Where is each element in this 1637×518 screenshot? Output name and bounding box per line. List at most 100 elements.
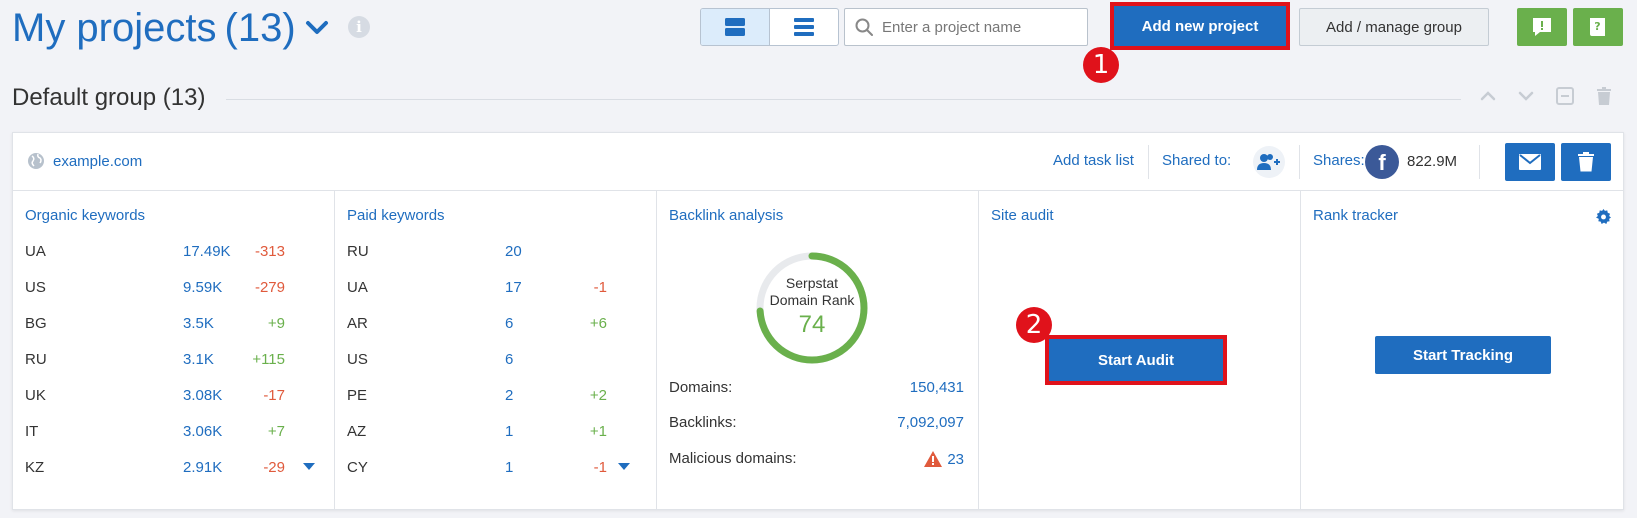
domain-rank-label-line2: Domain Rank xyxy=(769,292,855,308)
country-code: UK xyxy=(25,387,46,404)
highlight-add-new-project xyxy=(1110,2,1290,50)
project-domain-link[interactable]: example.com xyxy=(27,152,142,170)
project-search xyxy=(844,8,1088,46)
site-audit-title[interactable]: Site audit xyxy=(991,207,1054,224)
domain-rank-ring xyxy=(756,252,868,364)
start-tracking-button[interactable]: Start Tracking xyxy=(1375,336,1551,374)
rank-tracker-title[interactable]: Rank tracker xyxy=(1313,207,1399,224)
collapse-icon[interactable] xyxy=(1555,86,1575,106)
site-audit-module: Site audit Start Audit 2 xyxy=(979,191,1301,510)
list-view-icon xyxy=(794,18,814,36)
globe-icon xyxy=(28,153,44,169)
step-marker-2: 2 xyxy=(1016,307,1052,343)
keyword-row: AZ 1 +1 xyxy=(347,423,627,443)
country-code: RU xyxy=(347,243,369,260)
keyword-count[interactable]: 6 xyxy=(505,315,514,332)
feedback-button[interactable] xyxy=(1517,8,1567,46)
trash-icon[interactable] xyxy=(1594,86,1614,106)
domain-rank-value: 74 xyxy=(798,311,826,338)
country-code: KZ xyxy=(25,459,45,476)
chevron-down-small-icon[interactable] xyxy=(1516,86,1536,106)
project-modules: Organic keywords UA 17.49K -313 US 9.59K -279… xyxy=(13,191,1623,510)
keyword-row: RU 3.1K +115 xyxy=(25,351,305,371)
add-new-project-button[interactable]: Add new project xyxy=(1114,6,1286,46)
domain-rank-arc xyxy=(756,252,868,364)
domain-rank-label-line1: Serpstat xyxy=(785,275,839,291)
trash-icon xyxy=(1578,152,1594,172)
keyword-count[interactable]: 20 xyxy=(505,243,522,260)
list-view-button[interactable] xyxy=(770,9,838,45)
add-user-button[interactable] xyxy=(1253,146,1285,178)
project-card: example.com Add task list Shared to: Sha… xyxy=(12,132,1624,510)
chevron-down-icon[interactable] xyxy=(304,16,330,38)
group-title: Default group (13) xyxy=(12,84,206,111)
backlink-analysis-module: Backlink analysis Serpstat Domain Rank 7… xyxy=(657,191,979,510)
keyword-count[interactable]: 17.49K xyxy=(183,243,231,260)
keyword-row: UK 3.08K -17 xyxy=(25,387,305,407)
delete-project-button[interactable] xyxy=(1561,143,1611,181)
domain-text: example.com xyxy=(53,152,143,170)
warning-icon xyxy=(924,451,943,467)
malicious-domains-label: Malicious domains: xyxy=(669,450,797,467)
keyword-change: +2 xyxy=(589,387,607,404)
shares-value: 822.9M xyxy=(1407,153,1458,170)
project-card-header: example.com Add task list Shared to: Sha… xyxy=(13,133,1623,191)
keyword-row: US 9.59K -279 xyxy=(25,279,305,299)
keyword-change: +6 xyxy=(589,315,607,332)
backlinks-value[interactable]: 7,092,097 xyxy=(897,414,964,431)
search-input[interactable] xyxy=(882,9,1082,45)
malicious-domains-value[interactable]: 23 xyxy=(923,450,964,468)
keyword-count[interactable]: 17 xyxy=(505,279,522,296)
paid-keywords-module: Paid keywords RU 20 UA 17 -1 AR 6 +6 US 6 PE 2 +2 AZ 1… xyxy=(335,191,657,510)
help-book-icon: ? xyxy=(1590,18,1605,36)
highlight-start-audit xyxy=(1045,335,1227,385)
shares-label: Shares: xyxy=(1313,152,1365,169)
view-toggle xyxy=(700,8,839,46)
keyword-count[interactable]: 2.91K xyxy=(183,459,223,476)
keyword-row: IT 3.06K +7 xyxy=(25,423,305,443)
page-title-text: My projects xyxy=(12,6,217,50)
domains-value[interactable]: 150,431 xyxy=(909,379,964,396)
keyword-change: -279 xyxy=(254,279,285,296)
add-task-list-link[interactable]: Add task list xyxy=(1053,152,1134,169)
header: My projects (13) i xyxy=(12,0,1622,55)
keyword-count[interactable]: 1 xyxy=(505,423,514,440)
keyword-count[interactable]: 9.59K xyxy=(183,279,223,296)
gear-icon[interactable] xyxy=(1596,209,1611,224)
country-code: PE xyxy=(347,387,368,404)
keyword-change: -313 xyxy=(254,243,285,260)
keyword-change: -29 xyxy=(263,459,285,476)
keyword-count[interactable]: 3.5K xyxy=(183,315,214,332)
backlink-analysis-title[interactable]: Backlink analysis xyxy=(669,207,784,224)
organic-keywords-title[interactable]: Organic keywords xyxy=(25,207,146,224)
keyword-row: RU 20 xyxy=(347,243,627,263)
keyword-count[interactable]: 3.1K xyxy=(183,351,214,368)
start-audit-button[interactable]: Start Audit xyxy=(1049,339,1223,381)
keyword-count[interactable]: 1 xyxy=(505,459,514,476)
page-title: My projects (13) xyxy=(12,4,296,52)
chevron-up-icon[interactable] xyxy=(1478,86,1498,106)
keyword-row: US 6 xyxy=(347,351,627,371)
grid-view-button[interactable] xyxy=(701,9,770,45)
expand-more-icon[interactable] xyxy=(618,463,630,470)
malicious-domains-count: 23 xyxy=(947,450,964,468)
email-button[interactable] xyxy=(1505,143,1555,181)
keyword-row: AR 6 +6 xyxy=(347,315,627,335)
mail-icon xyxy=(1519,154,1541,170)
keyword-count[interactable]: 3.08K xyxy=(183,387,223,404)
expand-more-icon[interactable] xyxy=(303,463,315,470)
feedback-icon xyxy=(1533,18,1551,36)
paid-keywords-title[interactable]: Paid keywords xyxy=(347,207,445,224)
info-icon[interactable]: i xyxy=(348,16,370,38)
keyword-change: +1 xyxy=(589,423,607,440)
keyword-count[interactable]: 2 xyxy=(505,387,514,404)
help-button[interactable]: ? xyxy=(1573,8,1623,46)
keyword-change: +115 xyxy=(252,351,285,368)
keyword-count[interactable]: 6 xyxy=(505,351,514,368)
facebook-icon: f xyxy=(1365,145,1399,179)
manage-group-button[interactable]: Add / manage group xyxy=(1299,8,1489,46)
keyword-count[interactable]: 3.06K xyxy=(183,423,223,440)
country-code: UA xyxy=(25,243,46,260)
keyword-row: KZ 2.91K -29 xyxy=(25,459,305,479)
organic-keywords-module: Organic keywords UA 17.49K -313 US 9.59K -279… xyxy=(13,191,335,510)
